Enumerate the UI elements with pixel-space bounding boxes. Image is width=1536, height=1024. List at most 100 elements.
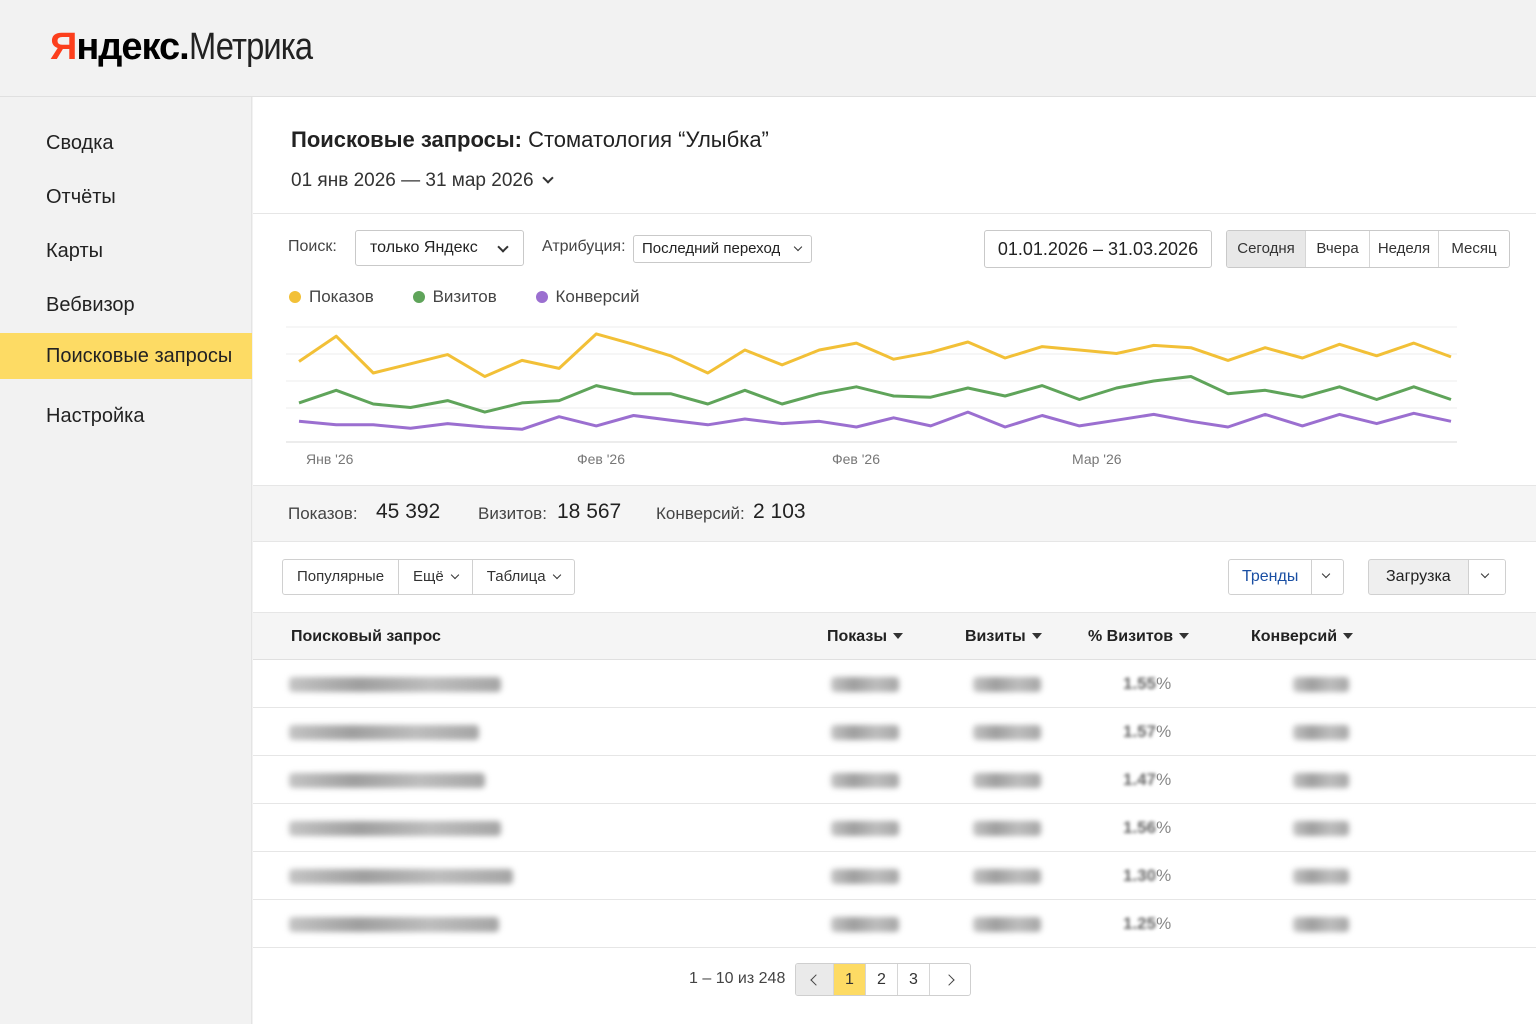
pagination: 1 2 3 (795, 963, 971, 996)
download-menu-toggle[interactable] (1467, 560, 1505, 594)
table-header: Поисковый запрос Показы Визиты % Визитов… (253, 612, 1536, 660)
sidebar-item-webvisor[interactable]: Вебвизор (46, 294, 135, 316)
table-row[interactable]: 1.47% (253, 756, 1536, 804)
table-toolbar: Популярные Ещё Таблица Тренды Загрузка (253, 542, 1536, 612)
visits-pct-cell: 1.55% (1123, 674, 1171, 694)
search-engine-select[interactable]: только Яндекс (355, 230, 524, 266)
chevron-down-icon (450, 570, 459, 580)
column-label: Конверсий (1251, 628, 1338, 645)
trends-button[interactable]: Тренды (1242, 568, 1299, 585)
column-impressions[interactable]: Показы (827, 628, 903, 646)
period-yesterday-button[interactable]: Вчера (1306, 231, 1370, 267)
total-impressions-value: 45 392 (376, 500, 441, 523)
sidebar-item-settings[interactable]: Настройка (46, 405, 145, 427)
page-title: Поисковые запросы: Стоматология “Улыбка” (291, 127, 769, 153)
column-label: Визиты (965, 628, 1026, 645)
series-line-2 (298, 410, 1452, 431)
chevron-left-icon (810, 974, 822, 986)
search-engine-value: только Яндекс (370, 239, 478, 256)
page-title-report: Поисковые запросы: (291, 127, 522, 152)
visits-cell-redacted (973, 917, 1041, 932)
legend-dot (289, 291, 301, 303)
column-query[interactable]: Поисковый запрос (291, 628, 441, 645)
view-table-button[interactable]: Таблица (473, 560, 574, 594)
visits-cell-redacted (973, 821, 1041, 836)
pct-sign: % (1156, 914, 1172, 933)
page-2-button[interactable]: 2 (866, 964, 898, 995)
impressions-cell-redacted (831, 677, 899, 692)
legend-item-impressions[interactable]: Показов (289, 287, 374, 306)
date-range-field[interactable]: 01.01.2026 – 31.03.2026 (984, 230, 1212, 268)
logo-brand: Я (50, 26, 77, 68)
table-row[interactable]: 1.56% (253, 804, 1536, 852)
prev-page-button[interactable] (796, 964, 834, 995)
page-1-button[interactable]: 1 (834, 964, 866, 995)
trends-split-button: Тренды (1228, 559, 1345, 595)
column-visits[interactable]: Визиты (965, 628, 1042, 646)
column-label: Показы (827, 628, 887, 645)
conversions-cell-redacted (1293, 725, 1349, 740)
next-page-button[interactable] (930, 964, 970, 995)
legend-item-visits[interactable]: Визитов (412, 287, 497, 306)
visits-pct-cell: 1.47% (1123, 770, 1171, 790)
pct-sign: % (1156, 866, 1172, 885)
attribution-label: Атрибуция: (542, 238, 626, 255)
sidebar: Сводка Отчёты Карты Вебвизор Поисковые з… (0, 97, 252, 1024)
query-cell-redacted (289, 821, 501, 836)
visits-pct-value: 1.57 (1123, 722, 1157, 741)
sort-desc-icon (1179, 633, 1190, 639)
column-conversions[interactable]: Конверсий (1251, 628, 1354, 646)
sidebar-item-maps[interactable]: Карты (46, 240, 103, 262)
visits-pct-value: 1.56 (1123, 818, 1157, 837)
period-today-button[interactable]: Сегодня (1227, 231, 1306, 267)
legend-item-conversions[interactable]: Конверсий (535, 287, 640, 306)
period-selector[interactable]: 01 янв 2026 — 31 мар 2026 (291, 170, 554, 192)
period-month-button[interactable]: Месяц (1451, 240, 1497, 257)
sidebar-item-search-queries[interactable]: Поисковые запросы (0, 333, 252, 379)
conversions-cell-redacted (1293, 869, 1349, 884)
attribution-select[interactable]: Последний переход (633, 235, 812, 263)
column-visits-pct[interactable]: % Визитов (1088, 628, 1190, 646)
visits-pct-cell: 1.57% (1123, 722, 1171, 742)
chevron-down-icon (793, 242, 803, 252)
total-visits-value: 18 567 (557, 500, 622, 523)
more-label: Ещё (413, 568, 444, 585)
page-title-site: Стоматология “Улыбка” (528, 127, 769, 152)
sidebar-item-summary[interactable]: Сводка (46, 132, 114, 154)
period-week-button[interactable]: Неделя (1370, 231, 1439, 267)
pct-sign: % (1156, 818, 1172, 837)
query-cell-redacted (289, 917, 499, 932)
conversions-cell-redacted (1293, 917, 1349, 932)
visits-pct-cell: 1.56% (1123, 818, 1171, 838)
chevron-down-icon (497, 241, 509, 253)
trends-menu-toggle[interactable] (1311, 560, 1343, 594)
sort-desc-icon (893, 633, 903, 639)
impressions-cell-redacted (831, 917, 899, 932)
download-button[interactable]: Загрузка (1386, 568, 1451, 585)
app-header: Яндекс.Метрика (0, 0, 1536, 97)
traffic-line-chart: Янв '26 Фев '26 Фев '26 Мар '26 (286, 326, 1457, 467)
table-row[interactable]: 1.57% (253, 708, 1536, 756)
impressions-cell-redacted (831, 773, 899, 788)
table-view-buttons: Популярные Ещё Таблица (282, 559, 575, 595)
chevron-right-icon (942, 974, 955, 986)
series-line-1 (298, 375, 1452, 414)
table-row[interactable]: 1.30% (253, 852, 1536, 900)
visits-pct-value: 1.25 (1123, 914, 1157, 933)
table-row[interactable]: 1.55% (253, 660, 1536, 708)
total-conversions-value: 2 103 (753, 500, 806, 523)
chart-legend: Показов Визитов Конверсий (289, 287, 674, 307)
visits-cell-redacted (973, 725, 1041, 740)
popular-button[interactable]: Популярные (283, 560, 400, 594)
more-button[interactable]: Ещё (399, 560, 473, 594)
sidebar-item-reports[interactable]: Отчёты (46, 186, 116, 208)
visits-pct-value: 1.47 (1123, 770, 1157, 789)
quick-period-switch: Сегодня Вчера Неделя Месяц (1226, 230, 1510, 268)
sort-desc-icon (1343, 633, 1354, 639)
page-3-button[interactable]: 3 (898, 964, 930, 995)
legend-dot (535, 291, 548, 303)
table-row[interactable]: 1.25% (253, 900, 1536, 948)
yandex-metrika-logo[interactable]: Яндекс.Метрика (50, 26, 332, 69)
totals-bar: Показов: 45 392 Визитов: 18 567 Конверси… (253, 485, 1536, 542)
impressions-cell-redacted (831, 869, 899, 884)
